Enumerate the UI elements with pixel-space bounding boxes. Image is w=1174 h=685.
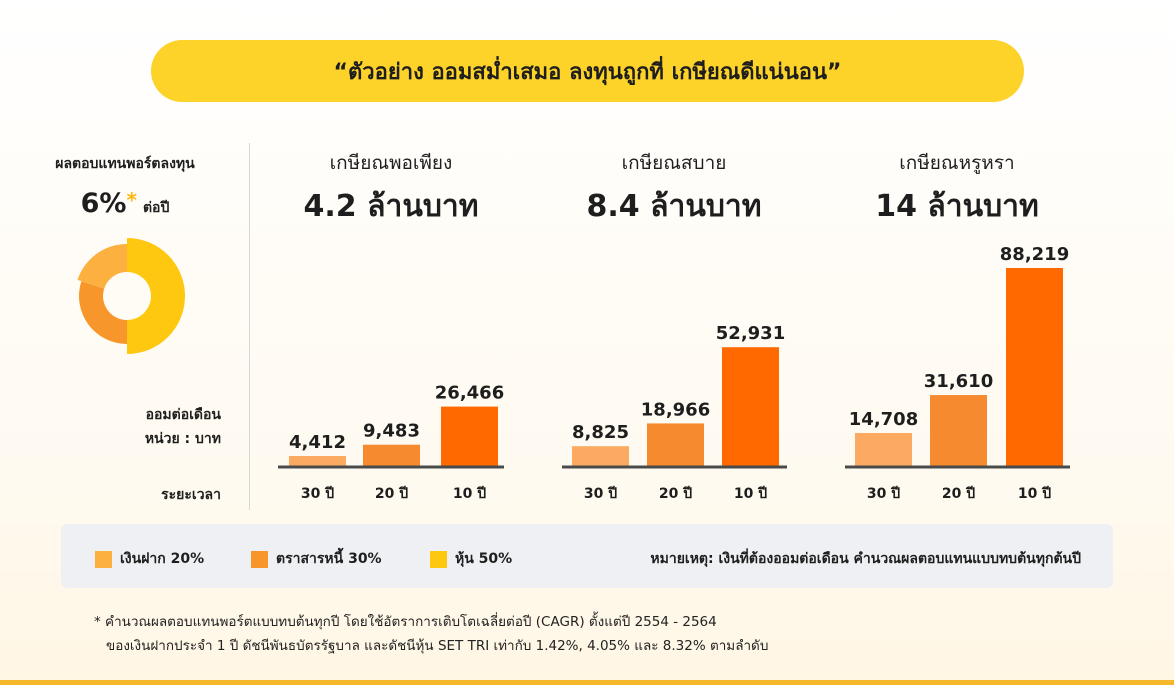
return-asterisk: *: [126, 188, 137, 212]
donut-slice: [77, 244, 127, 289]
bar: [647, 423, 704, 466]
bar-value-label: 52,931: [716, 323, 785, 344]
bar: [363, 444, 420, 466]
legend-label-deposit: เงินฝาก 20%: [120, 551, 205, 567]
return-label: ผลตอบแทนพอร์ตลงทุน: [55, 156, 195, 172]
legend-swatch-bond: [251, 550, 268, 568]
chart-title: 8.4 ล้านบาท: [587, 189, 762, 224]
vertical-divider: [249, 143, 250, 510]
allocation-donut-chart: [77, 238, 185, 354]
title-banner: “ตัวอย่าง ออมสม่ำเสมอ ลงทุนถูกที่ เกษียณ…: [151, 40, 1024, 102]
legend-item-stock: หุ้น 50%: [430, 548, 512, 570]
period-label: ระยะเวลา: [161, 487, 221, 503]
category-tick-label: 30 ปี: [867, 486, 900, 502]
category-tick-label: 30 ปี: [301, 486, 334, 502]
legend-note: หมายเหตุ: เงินที่ต้องออมต่อเดือน คำนวณผล…: [650, 551, 1081, 567]
category-tick-label: 20 ปี: [942, 486, 975, 502]
bar-value-label: 31,610: [924, 371, 993, 392]
bar: [572, 446, 629, 466]
bar-value-label: 4,412: [289, 432, 346, 453]
category-tick-label: 10 ปี: [734, 486, 767, 502]
chart-title: 14 ล้านบาท: [875, 189, 1039, 224]
monthly-saving-label: ออมต่อเดือน: [145, 407, 221, 423]
legend-panel: เงินฝาก 20% ตราสารหนี้ 30% หุ้น 50% หมาย…: [61, 524, 1113, 588]
bar-value-label: 8,825: [572, 422, 629, 443]
return-per-year: ต่อปี: [142, 200, 170, 216]
bottom-accent-strip: [0, 680, 1174, 685]
category-tick-label: 10 ปี: [453, 486, 486, 502]
monthly-saving-unit-label: ออมต่อเดือน หน่วย : บาท: [145, 403, 221, 451]
bar: [855, 432, 912, 466]
donut-slice: [127, 238, 185, 354]
bar: [441, 406, 498, 466]
chart-subtitle: เกษียณพอเพียง: [330, 152, 453, 174]
legend-label-bond: ตราสารหนี้ 30%: [276, 551, 382, 567]
chart-group: เกษียณสบาย 8.4 ล้านบาท 8,825 30 ปี 18,966 20 …: [562, 152, 787, 502]
category-tick-label: 20 ปี: [375, 486, 408, 502]
footnote-line-1: * คำนวณผลตอบแทนพอร์ตแบบทบต้นทุกปี โดยใช้…: [94, 614, 717, 630]
bar-value-label: 9,483: [363, 421, 420, 442]
legend-label-stock: หุ้น 50%: [455, 551, 513, 567]
legend-item-bond: ตราสารหนี้ 30%: [251, 548, 382, 570]
page-title: “ตัวอย่าง ออมสม่ำเสมอ ลงทุนถูกที่ เกษียณ…: [333, 59, 842, 85]
donut-slice: [78, 281, 127, 344]
category-tick-label: 10 ปี: [1018, 486, 1051, 502]
bar-charts: เกษียณพอเพียง 4.2 ล้านบาท 4,412 30 ปี 9,483 2…: [278, 152, 1070, 502]
bar-value-label: 26,466: [435, 383, 504, 404]
chart-group: เกษียณพอเพียง 4.2 ล้านบาท 4,412 30 ปี 9,483 2…: [278, 152, 504, 502]
chart-subtitle: เกษียณสบาย: [622, 152, 727, 174]
return-value: 6%: [80, 188, 127, 219]
legend-item-deposit: เงินฝาก 20%: [95, 548, 204, 570]
bar: [289, 456, 346, 466]
bar: [930, 395, 987, 466]
bar-value-label: 14,708: [849, 409, 918, 430]
chart-title: 4.2 ล้านบาท: [304, 189, 479, 224]
category-tick-label: 30 ปี: [584, 486, 617, 502]
bar: [1006, 268, 1063, 466]
footnote: * คำนวณผลตอบแทนพอร์ตแบบทบต้นทุกปี โดยใช้…: [94, 610, 768, 658]
unit-baht-label: หน่วย : บาท: [144, 431, 221, 447]
legend-swatch-deposit: [95, 550, 112, 568]
bar: [722, 347, 779, 466]
legend-swatch-stock: [430, 550, 447, 568]
chart-group: เกษียณหรูหรา 14 ล้านบาท 14,708 30 ปี 31,610 2…: [845, 152, 1070, 502]
bar-value-label: 18,966: [641, 399, 710, 420]
bar-value-label: 88,219: [1000, 244, 1069, 265]
category-tick-label: 20 ปี: [659, 486, 692, 502]
chart-subtitle: เกษียณหรูหรา: [899, 152, 1014, 174]
footnote-line-2: ของเงินฝากประจำ 1 ปี ดัชนีพันธบัตรรัฐบาล…: [106, 638, 769, 654]
return-value-row: 6%* ต่อปี: [30, 188, 220, 219]
